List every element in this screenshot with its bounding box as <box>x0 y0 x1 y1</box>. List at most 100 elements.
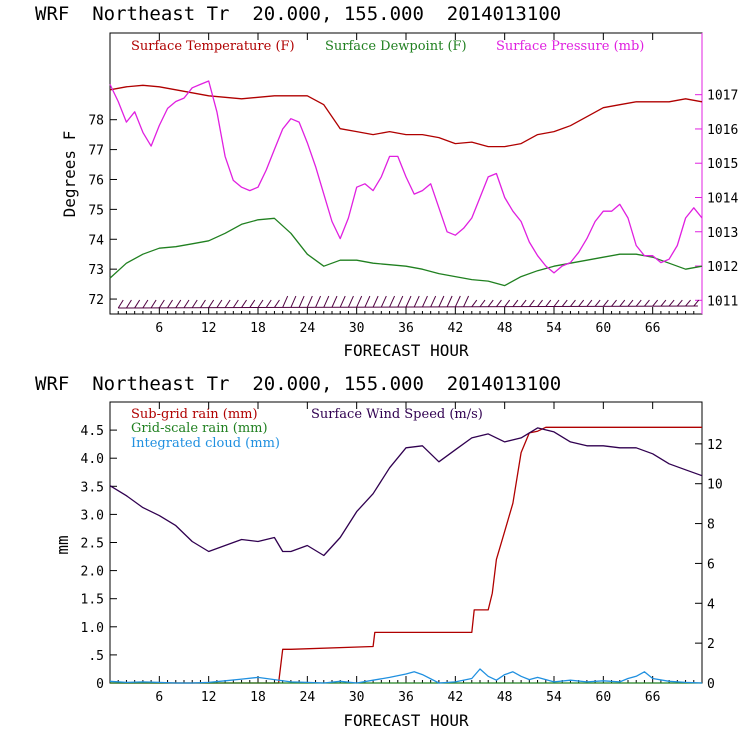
y-tick-label: 4.5 <box>81 424 104 439</box>
series-surface-dewpoint-f <box>109 217 703 287</box>
wind-barb <box>512 299 519 307</box>
y-tick-label: 77 <box>88 144 104 159</box>
wind-barb <box>504 299 511 307</box>
legend-surface-temperature: Surface Temperature (F) <box>131 39 295 54</box>
wind-barb <box>611 299 617 307</box>
top-x-axis: 6 12 18 24 30 36 42 48 54 60 66 <box>117 33 695 336</box>
top-y-axis-label: Degrees F <box>60 131 79 218</box>
wind-barb <box>389 295 396 308</box>
legend-integrated-cloud: Integrated cloud (mm) <box>131 436 280 451</box>
wind-barb <box>232 299 239 308</box>
wind-barb <box>134 299 141 309</box>
x-tick-label: 42 <box>448 321 464 336</box>
wind-barb <box>191 299 198 309</box>
x-tick-label: 12 <box>201 690 217 705</box>
x-tick-label: 36 <box>398 690 414 705</box>
wind-barb <box>380 295 387 308</box>
series-surface-pressure-mb <box>109 80 703 274</box>
x-tick-label: 66 <box>645 690 661 705</box>
wind-barb <box>553 299 560 307</box>
y2-tick-label: 1017 <box>707 89 738 104</box>
wind-barb <box>150 299 157 309</box>
top-x-axis-label: FORECAST HOUR <box>343 341 469 360</box>
wind-barb <box>298 295 305 308</box>
x-tick-label: 12 <box>201 321 217 336</box>
y-tick-label: 1.5 <box>81 593 104 608</box>
y2-tick-label: 12 <box>707 438 723 453</box>
y-tick-label: 4.0 <box>81 452 104 467</box>
series-integrated-cloud-mm <box>109 668 703 684</box>
y2-tick-label: 1013 <box>707 226 738 241</box>
y-tick-label: 74 <box>88 233 104 248</box>
wind-barb <box>496 299 502 307</box>
wind-barb <box>282 295 289 308</box>
series-sub-grid-rain-mm <box>110 426 702 684</box>
wind-barb <box>315 295 322 308</box>
wind-barb <box>372 295 379 308</box>
x-tick-label: 42 <box>448 690 464 705</box>
wind-barb <box>644 299 650 307</box>
wind-barb <box>397 295 404 308</box>
y-tick-label: 72 <box>88 293 104 308</box>
wind-barb <box>167 299 173 309</box>
x-tick-label: 66 <box>645 321 661 336</box>
wind-barb <box>274 299 280 308</box>
wind-barb <box>331 295 338 308</box>
y-tick-label: 76 <box>88 173 104 188</box>
wind-barb <box>652 299 659 307</box>
series-surface-temperature-f <box>109 84 703 148</box>
y2-tick-label: 6 <box>707 557 715 572</box>
wind-barb <box>265 299 272 308</box>
wind-barb <box>685 299 691 307</box>
y-tick-label: 3.5 <box>81 480 104 495</box>
x-tick-label: 6 <box>155 321 163 336</box>
bottom-x-axis: 6 12 18 24 30 36 42 48 54 60 66 <box>117 402 695 705</box>
y-tick-label: 78 <box>88 114 104 129</box>
y2-tick-label: 1014 <box>707 191 738 206</box>
wind-barb <box>126 299 132 309</box>
wind-barb <box>117 299 124 309</box>
wind-barb <box>537 299 543 307</box>
wind-barb <box>545 299 552 307</box>
legend-grid-scale-rain: Grid-scale rain (mm) <box>131 421 268 436</box>
y2-tick-label: 2 <box>707 637 715 652</box>
x-tick-label: 6 <box>155 690 163 705</box>
wind-barb <box>290 295 297 308</box>
legend-surface-wind-speed: Surface Wind Speed (m/s) <box>311 407 483 422</box>
wind-barb <box>487 299 494 308</box>
x-tick-label: 18 <box>250 321 266 336</box>
y-tick-label: 3.0 <box>81 508 104 523</box>
wind-barb <box>216 299 223 308</box>
bottom-x-axis-label: FORECAST HOUR <box>343 711 469 730</box>
bottom-y-axis: 0 .5 1.0 1.5 2.0 2.5 3.0 3.5 4.0 4.5 <box>81 424 117 692</box>
wind-barb <box>471 299 478 308</box>
wind-barb <box>676 299 683 307</box>
y-tick-label: 2.0 <box>81 565 104 580</box>
y2-tick-label: 1012 <box>707 260 738 275</box>
y2-tick-label: 1016 <box>707 123 738 138</box>
wind-barb <box>175 299 182 309</box>
wind-barb <box>183 299 190 309</box>
wind-barb <box>619 299 626 307</box>
y-tick-label: .5 <box>88 649 104 664</box>
temperature-pressure-panel: WRF Northeast Tr 20.000, 155.000 2014013… <box>35 3 738 360</box>
wind-barb <box>602 299 609 307</box>
x-tick-label: 24 <box>300 690 316 705</box>
y2-tick-label: 1011 <box>707 294 738 309</box>
wind-barb <box>356 295 363 308</box>
wind-barb <box>627 299 634 307</box>
top-plot-frame <box>109 32 703 315</box>
wind-barb <box>438 295 445 308</box>
x-tick-label: 24 <box>300 321 316 336</box>
y-tick-label: 2.5 <box>81 537 104 552</box>
bottom-right-axis: 0 2 4 6 8 10 12 <box>695 402 723 692</box>
wind-barb <box>339 295 346 308</box>
y-tick-label: 75 <box>88 203 104 218</box>
wind-barb <box>635 299 642 307</box>
wind-barb <box>446 295 453 308</box>
wind-barb <box>306 295 313 308</box>
wind-barb <box>257 299 264 308</box>
wind-barb <box>405 295 412 308</box>
wind-barb <box>430 295 437 308</box>
